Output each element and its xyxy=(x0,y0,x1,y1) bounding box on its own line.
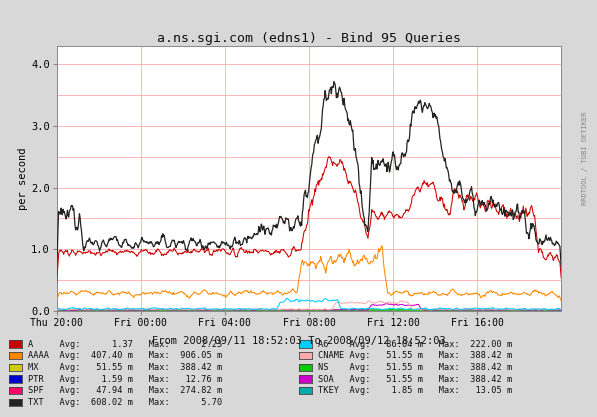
Text: A     Avg:      1.37   Max:      2.23: A Avg: 1.37 Max: 2.23 xyxy=(28,339,222,349)
Text: A6    Avg:   86.04 m   Max:  222.00 m: A6 Avg: 86.04 m Max: 222.00 m xyxy=(318,339,512,349)
Text: TKEY  Avg:    1.85 m   Max:   13.05 m: TKEY Avg: 1.85 m Max: 13.05 m xyxy=(318,386,512,395)
Text: NS    Avg:   51.55 m   Max:  388.42 m: NS Avg: 51.55 m Max: 388.42 m xyxy=(318,363,512,372)
Text: SPF   Avg:   47.94 m   Max:  274.82 m: SPF Avg: 47.94 m Max: 274.82 m xyxy=(28,386,222,395)
Text: RRDTOOL / TOBI OETIKER: RRDTOOL / TOBI OETIKER xyxy=(582,112,588,205)
Text: SOA   Avg:   51.55 m   Max:  388.42 m: SOA Avg: 51.55 m Max: 388.42 m xyxy=(318,374,512,384)
Text: AAAA  Avg:  407.40 m   Max:  906.05 m: AAAA Avg: 407.40 m Max: 906.05 m xyxy=(28,351,222,360)
Text: CNAME Avg:   51.55 m   Max:  388.42 m: CNAME Avg: 51.55 m Max: 388.42 m xyxy=(318,351,512,360)
Title: a.ns.sgi.com (edns1) - Bind 95 Queries: a.ns.sgi.com (edns1) - Bind 95 Queries xyxy=(157,32,461,45)
Y-axis label: per second: per second xyxy=(19,147,28,209)
Text: TXT   Avg:  608.02 m   Max:      5.70: TXT Avg: 608.02 m Max: 5.70 xyxy=(28,398,222,407)
Text: MX    Avg:   51.55 m   Max:  388.42 m: MX Avg: 51.55 m Max: 388.42 m xyxy=(28,363,222,372)
Text: From 2008/09/11 18:52:03 To 2008/09/12 18:52:03: From 2008/09/11 18:52:03 To 2008/09/12 1… xyxy=(152,336,445,346)
Text: PTR   Avg:    1.59 m   Max:   12.76 m: PTR Avg: 1.59 m Max: 12.76 m xyxy=(28,374,222,384)
